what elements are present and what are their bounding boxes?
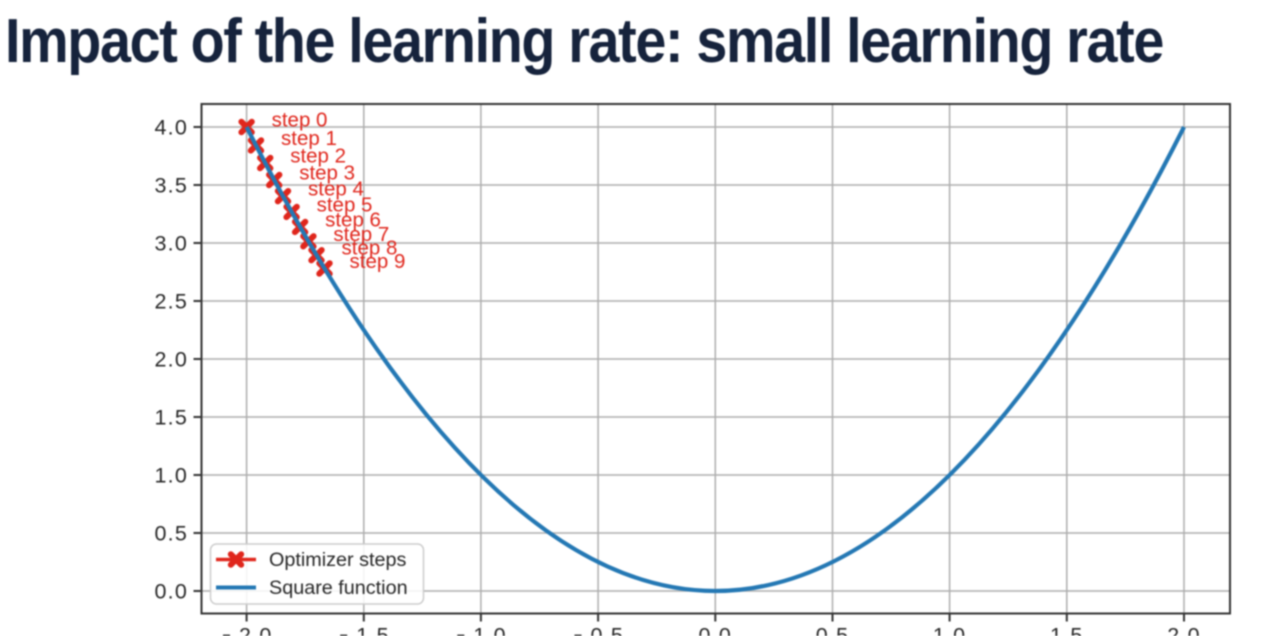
svg-text:1.5: 1.5	[356, 624, 390, 636]
svg-text:3.5: 3.5	[155, 174, 189, 198]
svg-text:2.5: 2.5	[155, 290, 189, 314]
svg-text:2.0: 2.0	[155, 348, 189, 372]
svg-text:0.0: 0.0	[699, 624, 733, 636]
svg-text:Optimizer steps: Optimizer steps	[269, 549, 407, 571]
svg-text:2.0: 2.0	[1167, 624, 1201, 636]
svg-text:step 3: step 3	[299, 162, 355, 185]
svg-text:step 2: step 2	[290, 145, 346, 168]
svg-text:2.0: 2.0	[239, 624, 273, 636]
svg-text:step 0: step 0	[272, 109, 328, 132]
svg-text:step 5: step 5	[317, 193, 373, 216]
svg-text:3.0: 3.0	[155, 232, 189, 256]
svg-text:step 6: step 6	[325, 208, 381, 231]
svg-text:1.0: 1.0	[933, 624, 967, 636]
svg-text:0.0: 0.0	[155, 580, 189, 604]
svg-text:step 9: step 9	[350, 250, 406, 273]
svg-text:step 1: step 1	[281, 127, 337, 150]
svg-text:0.5: 0.5	[155, 522, 189, 546]
svg-text:4.0: 4.0	[155, 116, 189, 140]
svg-text:0.5: 0.5	[816, 624, 850, 636]
svg-text:1.5: 1.5	[1050, 624, 1084, 636]
svg-text:step 4: step 4	[308, 178, 364, 201]
svg-text:1.0: 1.0	[473, 624, 507, 636]
svg-text:step 7: step 7	[333, 223, 389, 246]
svg-text:1.0: 1.0	[155, 464, 189, 488]
svg-text:0.5: 0.5	[591, 624, 625, 636]
svg-text:1.5: 1.5	[155, 406, 189, 430]
svg-text:Square function: Square function	[269, 577, 408, 599]
svg-text:step 8: step 8	[342, 237, 398, 260]
